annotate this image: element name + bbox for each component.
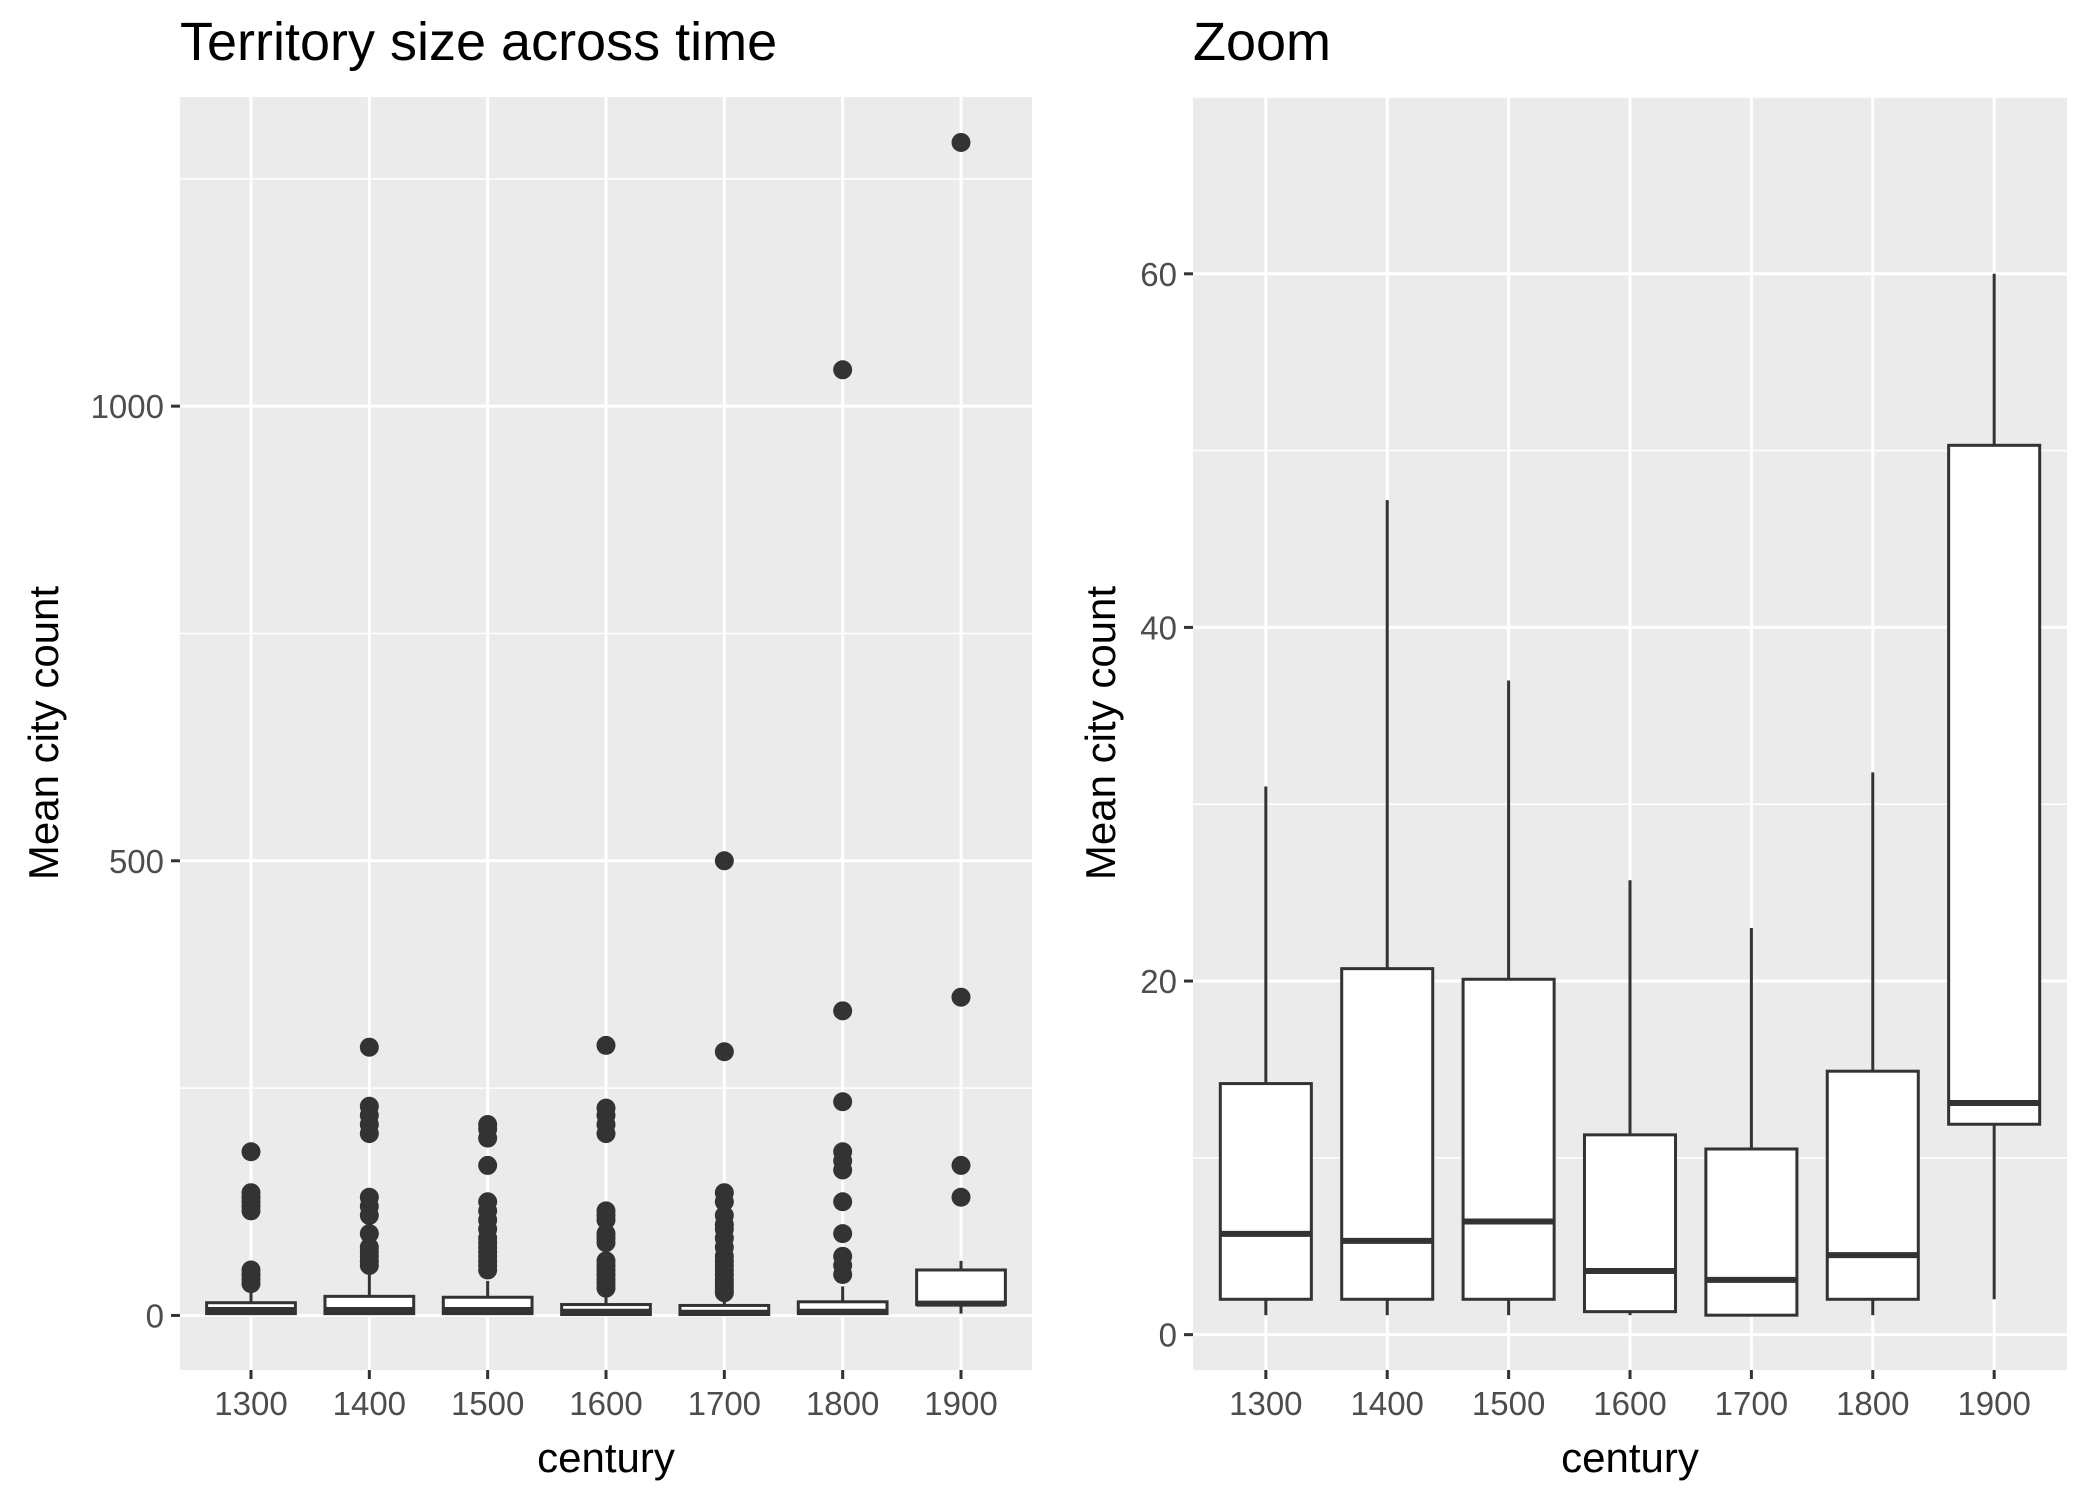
boxplot-1900 [915, 132, 1007, 1314]
outlier-point [478, 1155, 498, 1175]
y-tick-label: 1000 [91, 388, 164, 425]
outlier-point [714, 1042, 734, 1062]
y-axis-label: Mean city count [20, 586, 67, 880]
outlier-point [833, 1092, 853, 1112]
x-tick-label: 1800 [806, 1385, 879, 1422]
boxplot-1900 [1947, 273, 2042, 1300]
y-tick-label: 60 [1140, 256, 1177, 293]
outlier-point [951, 987, 971, 1007]
chart-title: Territory size across time [180, 12, 777, 72]
box [1461, 977, 1556, 1301]
y-tick-label: 500 [109, 843, 164, 880]
boxplot-1800 [796, 360, 889, 1316]
outlier-point [596, 1201, 616, 1221]
outlier-point [241, 1183, 261, 1203]
x-tick-label: 1400 [1351, 1385, 1424, 1422]
outlier-point [596, 1035, 616, 1055]
outlier-point [359, 1237, 379, 1257]
outlier-point [714, 1183, 734, 1203]
boxplot-1500 [1461, 680, 1556, 1316]
outlier-point [359, 1096, 379, 1116]
boxplot-1400 [323, 1037, 416, 1316]
outlier-point [833, 1001, 853, 1021]
x-tick-label: 1500 [1472, 1385, 1545, 1422]
box [1582, 1133, 1678, 1314]
y-axis: 0 20 40 60 [1140, 256, 1193, 1354]
y-axis-label: Mean city count [1077, 586, 1124, 880]
x-tick-label: 1800 [1836, 1385, 1909, 1422]
outlier-point [596, 1098, 616, 1118]
x-axis-label: century [537, 1434, 675, 1481]
boxplot-1600 [560, 1035, 652, 1317]
y-tick-label: 20 [1140, 963, 1177, 1000]
x-tick-label: 1700 [688, 1385, 761, 1422]
outlier-point [241, 1260, 261, 1280]
outlier-point [951, 132, 971, 152]
box [1704, 1147, 1799, 1317]
outlier-point [833, 1246, 853, 1266]
boxplot-1400 [1340, 500, 1435, 1316]
outlier-point [241, 1142, 261, 1162]
x-axis: 1300 1400 1500 1600 1700 1800 1900 [214, 1370, 998, 1422]
outlier-point [951, 1187, 971, 1207]
y-tick-label: 40 [1140, 609, 1177, 646]
outlier-point [478, 1192, 498, 1212]
boxplot-1300 [1218, 786, 1313, 1316]
x-axis: 1300 1400 1500 1600 1700 1800 1900 [1229, 1370, 2031, 1422]
x-tick-label: 1300 [1229, 1385, 1302, 1422]
x-tick-label: 1600 [569, 1385, 642, 1422]
y-tick-label: 0 [1159, 1317, 1177, 1354]
box [1825, 1069, 1920, 1301]
panel-territory-size: Territory size across time 0 500 1000 1300… [20, 12, 1032, 1481]
boxplot-1500 [441, 1114, 534, 1316]
outlier-point [359, 1187, 379, 1207]
panel-zoom: Zoom 0 20 40 60 1300 1400 1500 1600 1700 1800 190… [1077, 12, 2067, 1481]
box [1218, 1082, 1313, 1301]
outlier-point [833, 1224, 853, 1244]
outlier-point [359, 1037, 379, 1057]
boxplot-1600 [1582, 880, 1678, 1316]
y-tick-label: 0 [146, 1297, 164, 1334]
boxplot-1700 [678, 851, 771, 1317]
x-tick-label: 1500 [451, 1385, 524, 1422]
outlier-point [714, 1205, 734, 1225]
x-tick-label: 1600 [1593, 1385, 1666, 1422]
box [915, 1268, 1007, 1307]
outlier-point [833, 1192, 853, 1212]
x-tick-label: 1900 [924, 1385, 997, 1422]
boxplot-1800 [1825, 772, 1920, 1316]
boxplot-1300 [205, 1142, 297, 1316]
x-tick-label: 1900 [1957, 1385, 2030, 1422]
outlier-point [478, 1114, 498, 1134]
outlier-point [951, 1155, 971, 1175]
boxplots [1218, 273, 2042, 1317]
outlier-point [833, 1142, 853, 1162]
x-tick-label: 1300 [214, 1385, 287, 1422]
outlier-point [833, 360, 853, 380]
outlier-point [359, 1224, 379, 1244]
outlier-point [714, 851, 734, 871]
outlier-point [596, 1251, 616, 1271]
boxplot-1700 [1704, 927, 1799, 1317]
box [1340, 967, 1435, 1301]
x-tick-label: 1400 [333, 1385, 406, 1422]
outlier-point [596, 1224, 616, 1244]
boxplots [205, 132, 1007, 1317]
y-axis: 0 500 1000 [91, 388, 180, 1334]
x-tick-label: 1700 [1715, 1385, 1788, 1422]
chart-title: Zoom [1193, 12, 1331, 72]
x-axis-label: century [1561, 1434, 1699, 1481]
box [1947, 443, 2042, 1126]
